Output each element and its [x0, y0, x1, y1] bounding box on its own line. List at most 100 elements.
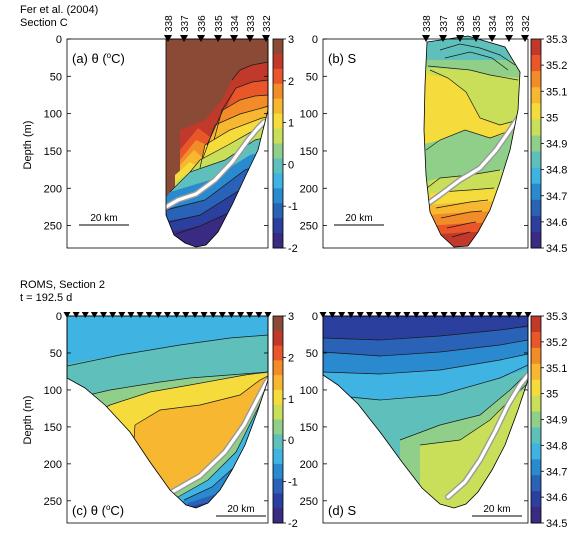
colorbar-swatch-c-12 — [273, 493, 283, 509]
contour-line-c-0 — [67, 334, 268, 367]
colorbar-swatch-d-2 — [531, 347, 541, 365]
colorbar-tick-label-c-4: -1 — [288, 477, 298, 489]
colorbar-tick-label-a-4: -1 — [288, 201, 298, 213]
model-station-marker-c-11 — [164, 312, 171, 318]
colorbar-swatch-a-0 — [273, 39, 283, 55]
model-station-marker-d-0 — [319, 312, 327, 318]
station-marker-a-1 — [180, 35, 188, 42]
contour-line-b-7 — [446, 221, 477, 229]
station-label-b-2: 336 — [456, 15, 467, 32]
contour-line-a-6 — [169, 136, 268, 193]
colorbar-swatch-a-9 — [273, 173, 283, 189]
colorbar-tick-label-b-3: 35 — [546, 112, 558, 124]
model-station-marker-d-19 — [496, 312, 504, 318]
model-station-marker-c-3 — [90, 312, 98, 318]
colorbar-swatch-c-0 — [273, 316, 283, 332]
colorbar-swatch-c-8 — [273, 434, 283, 450]
station-label-a-2: 336 — [197, 15, 208, 32]
colorbar-swatch-b-7 — [531, 151, 541, 169]
scale-bar-label-a: 20 km — [90, 213, 117, 224]
model-station-marker-d-8 — [394, 312, 402, 318]
isotherm-highlight-c — [170, 378, 268, 494]
colorbar-swatch-b-4 — [531, 103, 541, 120]
colorbar-swatch-c-1 — [273, 330, 283, 347]
contour-line-b-8 — [451, 231, 471, 238]
colorbar-tick-label-b-1: 35.2 — [546, 60, 567, 72]
colorbar-swatch-d-4 — [531, 379, 541, 397]
station-label-b-0: 338 — [422, 15, 433, 32]
colorbar-swatch-b-3 — [531, 87, 541, 104]
model-station-marker-c-15 — [200, 312, 208, 318]
contour-line-b-1 — [429, 69, 519, 126]
depth-tick-label-a-5: 250 — [44, 221, 62, 233]
model-station-marker-d-9 — [403, 312, 411, 318]
colorbar-tick-label-d-2: 35.1 — [546, 363, 567, 375]
colorbar-tick-label-b-7: 34.6 — [546, 217, 567, 229]
station-marker-b-5 — [505, 35, 513, 42]
depth-tick-label-c-5: 250 — [44, 496, 62, 508]
depth-tick-label-b-5: 250 — [300, 221, 318, 233]
model-station-marker-c-0 — [63, 312, 71, 318]
colorbar-swatch-c-11 — [273, 478, 283, 494]
contour-line-a-2 — [206, 94, 268, 146]
colorbar-tick-label-c-0: 3 — [288, 311, 294, 323]
colorbar-swatch-d-9 — [531, 459, 541, 476]
station-label-b-6: 332 — [521, 15, 532, 32]
colorbar-swatch-d-12 — [531, 507, 541, 524]
model-station-marker-c-21 — [255, 312, 263, 318]
model-station-marker-d-12 — [431, 312, 439, 318]
station-label-a-3: 335 — [214, 15, 225, 32]
bathymetry-outline-c — [66, 315, 269, 509]
scale-bar-label-d: 20 km — [483, 504, 510, 515]
colorbar-tick-label-a-3: 0 — [288, 159, 294, 171]
model-station-marker-c-10 — [154, 312, 162, 318]
colorbar-swatch-b-8 — [531, 167, 541, 185]
colorbar-swatch-b-0 — [531, 39, 541, 56]
isotherm-highlight-b — [424, 116, 520, 207]
station-marker-a-2 — [197, 35, 205, 42]
colorbar-swatch-d-7 — [531, 427, 541, 444]
contour-line-a-0 — [231, 61, 268, 81]
isotherm-highlight-a — [166, 120, 266, 209]
contour-line-c-3 — [134, 375, 268, 426]
colorbar-swatch-c-4 — [273, 375, 283, 391]
station-label-a-6: 332 — [262, 15, 273, 32]
model-station-marker-c-6 — [118, 312, 126, 318]
model-station-marker-c-20 — [246, 312, 254, 318]
colorbar-swatch-a-12 — [273, 218, 283, 234]
contour-line-b-3 — [426, 169, 501, 189]
station-marker-b-1 — [439, 35, 447, 42]
model-station-marker-d-22 — [524, 312, 532, 318]
top-header-line-2: Section C — [20, 17, 68, 29]
colorbar-tick-label-a-2: 1 — [288, 118, 294, 130]
contour-line-b-5 — [435, 199, 489, 209]
colorbar-swatch-d-6 — [531, 411, 541, 428]
colorbar-swatch-a-1 — [273, 53, 283, 70]
colorbar-tick-label-b-8: 34.5 — [546, 243, 567, 255]
colorbar-swatch-a-7 — [273, 143, 283, 159]
model-station-marker-c-9 — [145, 312, 153, 318]
depth-tick-label-c-1: 50 — [50, 348, 62, 360]
panel-d-fill — [323, 316, 528, 508]
model-station-marker-d-16 — [468, 312, 476, 318]
colorbar-swatch-a-10 — [273, 188, 283, 204]
colorbar-swatch-a-4 — [273, 98, 283, 115]
colorbar-swatch-c-9 — [273, 449, 283, 465]
colorbar-swatch-c-2 — [273, 345, 283, 361]
model-station-marker-d-2 — [338, 312, 346, 318]
model-station-marker-d-17 — [477, 312, 485, 318]
station-label-b-5: 333 — [505, 15, 516, 32]
model-station-marker-c-18 — [227, 312, 235, 318]
bathymetry-outline-b — [423, 35, 521, 248]
model-station-marker-d-3 — [347, 312, 355, 318]
model-station-marker-c-5 — [109, 312, 117, 318]
station-label-b-3: 335 — [472, 15, 483, 32]
model-station-marker-d-4 — [356, 312, 364, 318]
depth-tick-label-b-1: 50 — [306, 71, 318, 83]
station-marker-a-6 — [262, 35, 270, 42]
depth-tick-label-a-1: 50 — [50, 71, 62, 83]
model-station-marker-d-5 — [366, 312, 374, 318]
model-station-marker-d-14 — [449, 312, 457, 318]
